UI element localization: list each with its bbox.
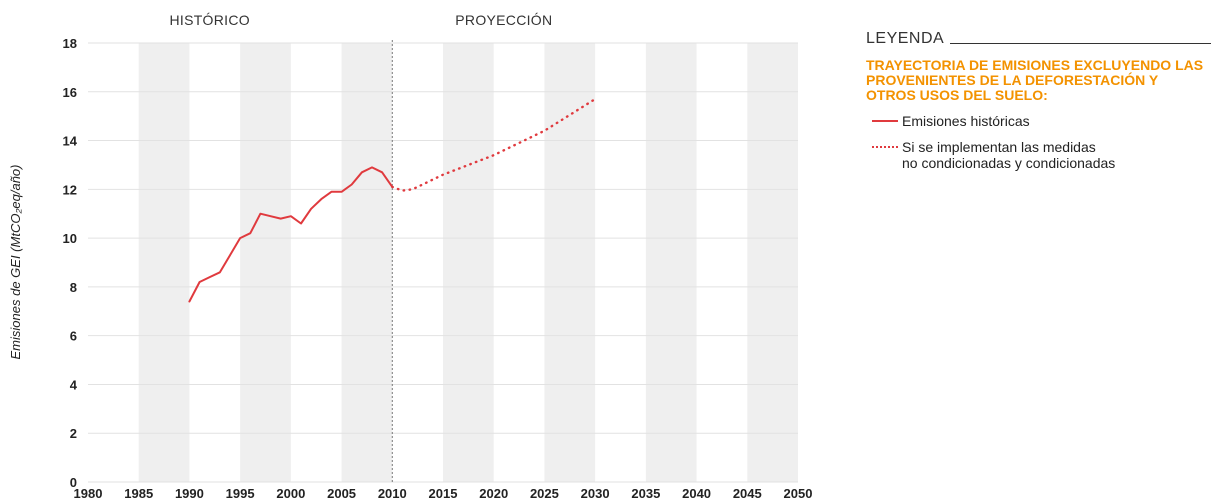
historical-series-line xyxy=(188,166,394,303)
y-tick-label: 16 xyxy=(63,85,77,100)
x-tick-labels: 1980 1985 1990 1995 2000 2005 2010 2015 2020 2025… xyxy=(74,486,813,501)
dotted-line-swatch xyxy=(866,139,902,155)
band xyxy=(240,43,291,482)
band xyxy=(341,43,393,482)
legend-header: LEYENDA xyxy=(866,30,1211,48)
x-tick-label: 1990 xyxy=(175,486,204,501)
projection-series-line xyxy=(391,97,597,192)
alternating-bands xyxy=(138,43,798,482)
period-label: HISTÓRICO xyxy=(169,12,249,28)
band xyxy=(138,43,190,482)
legend-item-projection: Si se implementan las medidas no condici… xyxy=(866,139,1211,171)
legend: LEYENDA TRAYECTORIA DE EMISIONES EXCLUYE… xyxy=(866,30,1211,171)
y-tick-label: 14 xyxy=(63,134,78,149)
legend-item-historical: Emisiones históricas xyxy=(866,113,1211,129)
x-tick-label: 2045 xyxy=(733,486,762,501)
band xyxy=(747,43,798,482)
y-tick-label: 12 xyxy=(63,182,77,197)
x-tick-label: 2050 xyxy=(784,486,813,501)
x-tick-label: 1995 xyxy=(226,486,255,501)
y-tick-label: 2 xyxy=(70,426,77,441)
y-tick-labels: 0 2 4 6 8 10 12 14 16 18 xyxy=(63,36,78,490)
x-tick-label: 2010 xyxy=(378,486,407,501)
x-tick-label: 2025 xyxy=(530,486,559,501)
series-layer xyxy=(188,97,597,303)
x-tick-label: 2015 xyxy=(429,486,458,501)
x-tick-label: 2040 xyxy=(682,486,711,501)
x-tick-label: 2005 xyxy=(327,486,356,501)
gridlines xyxy=(88,42,798,483)
x-tick-label: 1985 xyxy=(124,486,153,501)
y-tick-label: 0 xyxy=(70,475,77,490)
legend-item-label: Emisiones históricas xyxy=(902,113,1030,129)
legend-rule xyxy=(950,43,1211,44)
period-label: PROYECCIÓN xyxy=(455,12,552,28)
band xyxy=(443,43,494,482)
y-axis-label: Emisiones de GEI (MtCO₂eq/año) xyxy=(8,165,23,360)
x-tick-label: 2020 xyxy=(479,486,508,501)
band xyxy=(544,43,596,482)
legend-item-label: Si se implementan las medidas no condici… xyxy=(902,139,1116,171)
emissions-chart: 0 2 4 6 8 10 12 14 16 18 1980 1985 1990 1995 2000 2005… xyxy=(8,12,813,501)
y-tick-label: 18 xyxy=(63,36,77,51)
legend-title: LEYENDA xyxy=(866,30,945,47)
period-labels: HISTÓRICO PROYECCIÓN xyxy=(169,12,552,28)
solid-line-swatch xyxy=(866,113,902,129)
y-tick-label: 6 xyxy=(70,329,77,344)
band xyxy=(645,43,697,482)
x-tick-label: 2035 xyxy=(631,486,660,501)
x-tick-label: 1980 xyxy=(74,486,103,501)
y-tick-label: 4 xyxy=(70,377,78,392)
x-tick-label: 2030 xyxy=(581,486,610,501)
legend-subtitle: TRAYECTORIA DE EMISIONES EXCLUYENDO LAS … xyxy=(866,57,1204,103)
y-tick-label: 8 xyxy=(70,280,77,295)
y-tick-label: 10 xyxy=(63,231,77,246)
x-tick-label: 2000 xyxy=(276,486,305,501)
